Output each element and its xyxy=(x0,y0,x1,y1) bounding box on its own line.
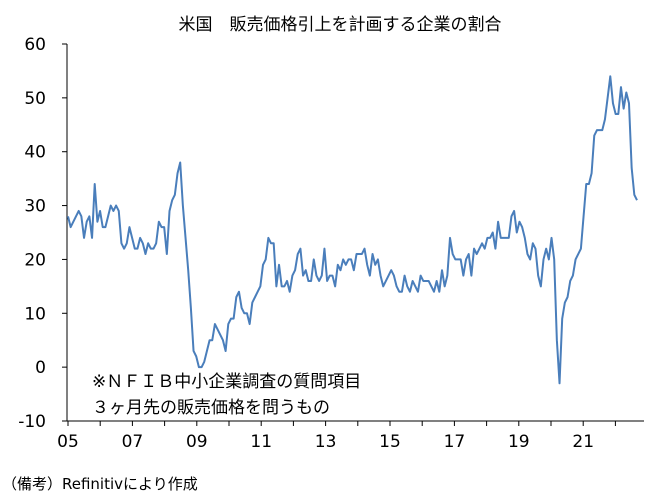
y-tick-label: 50 xyxy=(24,89,46,109)
x-tick-label: 19 xyxy=(508,432,530,452)
y-tick-label: 40 xyxy=(24,143,46,163)
x-tick-label: 13 xyxy=(315,432,337,452)
y-tick-label: 0 xyxy=(35,358,46,378)
x-tick-label: 11 xyxy=(250,432,272,452)
y-tick-label: 60 xyxy=(24,35,46,55)
y-tick-label: 30 xyxy=(24,197,46,217)
source-note: （備考）Refinitivにより作成 xyxy=(2,475,198,493)
x-tick-label: 15 xyxy=(379,432,401,452)
annotation-line-1: ※ＮＦＩＢ中小企業調査の質問項目 xyxy=(92,372,361,392)
y-tick-labels: 60 50 40 30 20 10 0 -10 xyxy=(18,35,46,432)
x-tick-label: 05 xyxy=(57,432,79,452)
chart-title: 米国 販売価格引上を計画する企業の割合 xyxy=(179,15,502,35)
y-tick-label: -10 xyxy=(18,412,46,432)
series-line xyxy=(67,75,638,385)
x-tick-label: 07 xyxy=(122,432,144,452)
x-tick-labels: 05 07 09 11 13 15 17 19 21 xyxy=(57,432,594,452)
annotation-line-2: ３ヶ月先の販売価格を問うもの xyxy=(92,398,330,418)
x-tick-label: 09 xyxy=(186,432,208,452)
y-tick-label: 10 xyxy=(24,304,46,324)
axes xyxy=(62,43,644,426)
y-tick-label: 20 xyxy=(24,250,46,270)
x-tick-label: 17 xyxy=(444,432,466,452)
x-tick-label: 21 xyxy=(572,432,594,452)
